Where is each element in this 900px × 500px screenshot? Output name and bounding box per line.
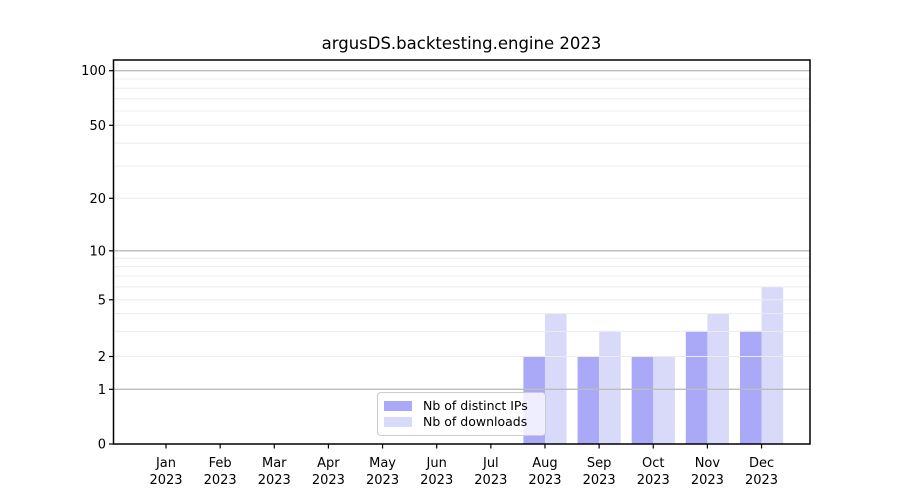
legend: Nb of distinct IPs Nb of downloads	[377, 392, 546, 436]
bar-oct-downloads	[653, 356, 675, 444]
x-tick-label-month-oct: Oct	[642, 456, 664, 471]
x-tick-label-month-jul: Jul	[482, 456, 499, 471]
x-tick-label-year-feb: 2023	[204, 473, 237, 488]
bar-nov-distinct-ips	[685, 331, 708, 444]
x-tick-label-month-sep: Sep	[587, 456, 612, 471]
legend-item-distinct-ips: Nb of distinct IPs	[384, 398, 537, 414]
x-tick-label-year-may: 2023	[366, 473, 399, 488]
x-tick-label-month-may: May	[369, 456, 396, 471]
bar-dec-distinct-ips	[739, 331, 762, 444]
x-tick-label-year-nov: 2023	[691, 473, 724, 488]
plot-border	[112, 59, 811, 445]
minor-gridlines	[113, 78, 810, 357]
x-tick-label-month-aug: Aug	[532, 456, 557, 471]
y-axis: 0 1 2 5 10 20 50 100	[81, 64, 114, 453]
x-tick-label-month-jan: Jan	[155, 456, 176, 471]
bar-dec-downloads	[761, 286, 784, 444]
x-tick-label-year-sep: 2023	[583, 473, 616, 488]
x-tick-label-month-jun: Jun	[426, 456, 447, 471]
x-tick-label-year-jun: 2023	[420, 473, 453, 488]
x-tick-label-year-apr: 2023	[312, 473, 345, 488]
x-tick-label-month-dec: Dec	[749, 456, 774, 471]
chart-title: argusDS.backtesting.engine 2023	[321, 34, 602, 53]
bar-sep-downloads	[599, 331, 621, 444]
y-tick-label-1: 1	[98, 383, 106, 398]
x-tick-label-month-nov: Nov	[695, 456, 721, 471]
x-tick-label-year-dec: 2023	[745, 473, 778, 488]
x-tick-label-month-feb: Feb	[209, 456, 232, 471]
x-tick-label-year-jul: 2023	[474, 473, 507, 488]
bars-downloads	[544, 286, 784, 444]
x-tick-label-year-aug: 2023	[528, 473, 561, 488]
bar-sep-distinct-ips	[577, 356, 600, 444]
bar-nov-downloads	[707, 313, 729, 444]
legend-item-downloads: Nb of downloads	[384, 414, 537, 430]
y-tick-label-0: 0	[98, 438, 106, 453]
y-tick-label-2: 2	[98, 350, 106, 365]
y-tick-label-20: 20	[89, 192, 106, 207]
x-tick-label-month-apr: Apr	[317, 456, 340, 471]
x-tick-label-year-mar: 2023	[258, 473, 291, 488]
x-tick-label-month-mar: Mar	[262, 456, 287, 471]
legend-swatch-downloads	[384, 417, 412, 427]
legend-swatch-distinct-ips	[384, 401, 412, 411]
x-tick-label-year-oct: 2023	[637, 473, 670, 488]
bar-oct-distinct-ips	[631, 356, 654, 444]
y-tick-label-100: 100	[81, 64, 106, 79]
major-gridlines	[113, 70, 810, 390]
bar-aug-downloads	[544, 313, 567, 444]
y-tick-label-5: 5	[98, 293, 106, 308]
y-tick-label-50: 50	[89, 119, 106, 134]
legend-label-downloads: Nb of downloads	[423, 414, 528, 429]
x-axis: Jan 2023 Feb 2023 Mar 2023 Apr 2023 May 2023 Jun 20…	[149, 444, 778, 488]
y-tick-label-10: 10	[89, 244, 106, 259]
x-tick-label-year-jan: 2023	[149, 473, 182, 488]
legend-label-distinct-ips: Nb of distinct IPs	[423, 398, 528, 413]
bars	[523, 286, 784, 444]
